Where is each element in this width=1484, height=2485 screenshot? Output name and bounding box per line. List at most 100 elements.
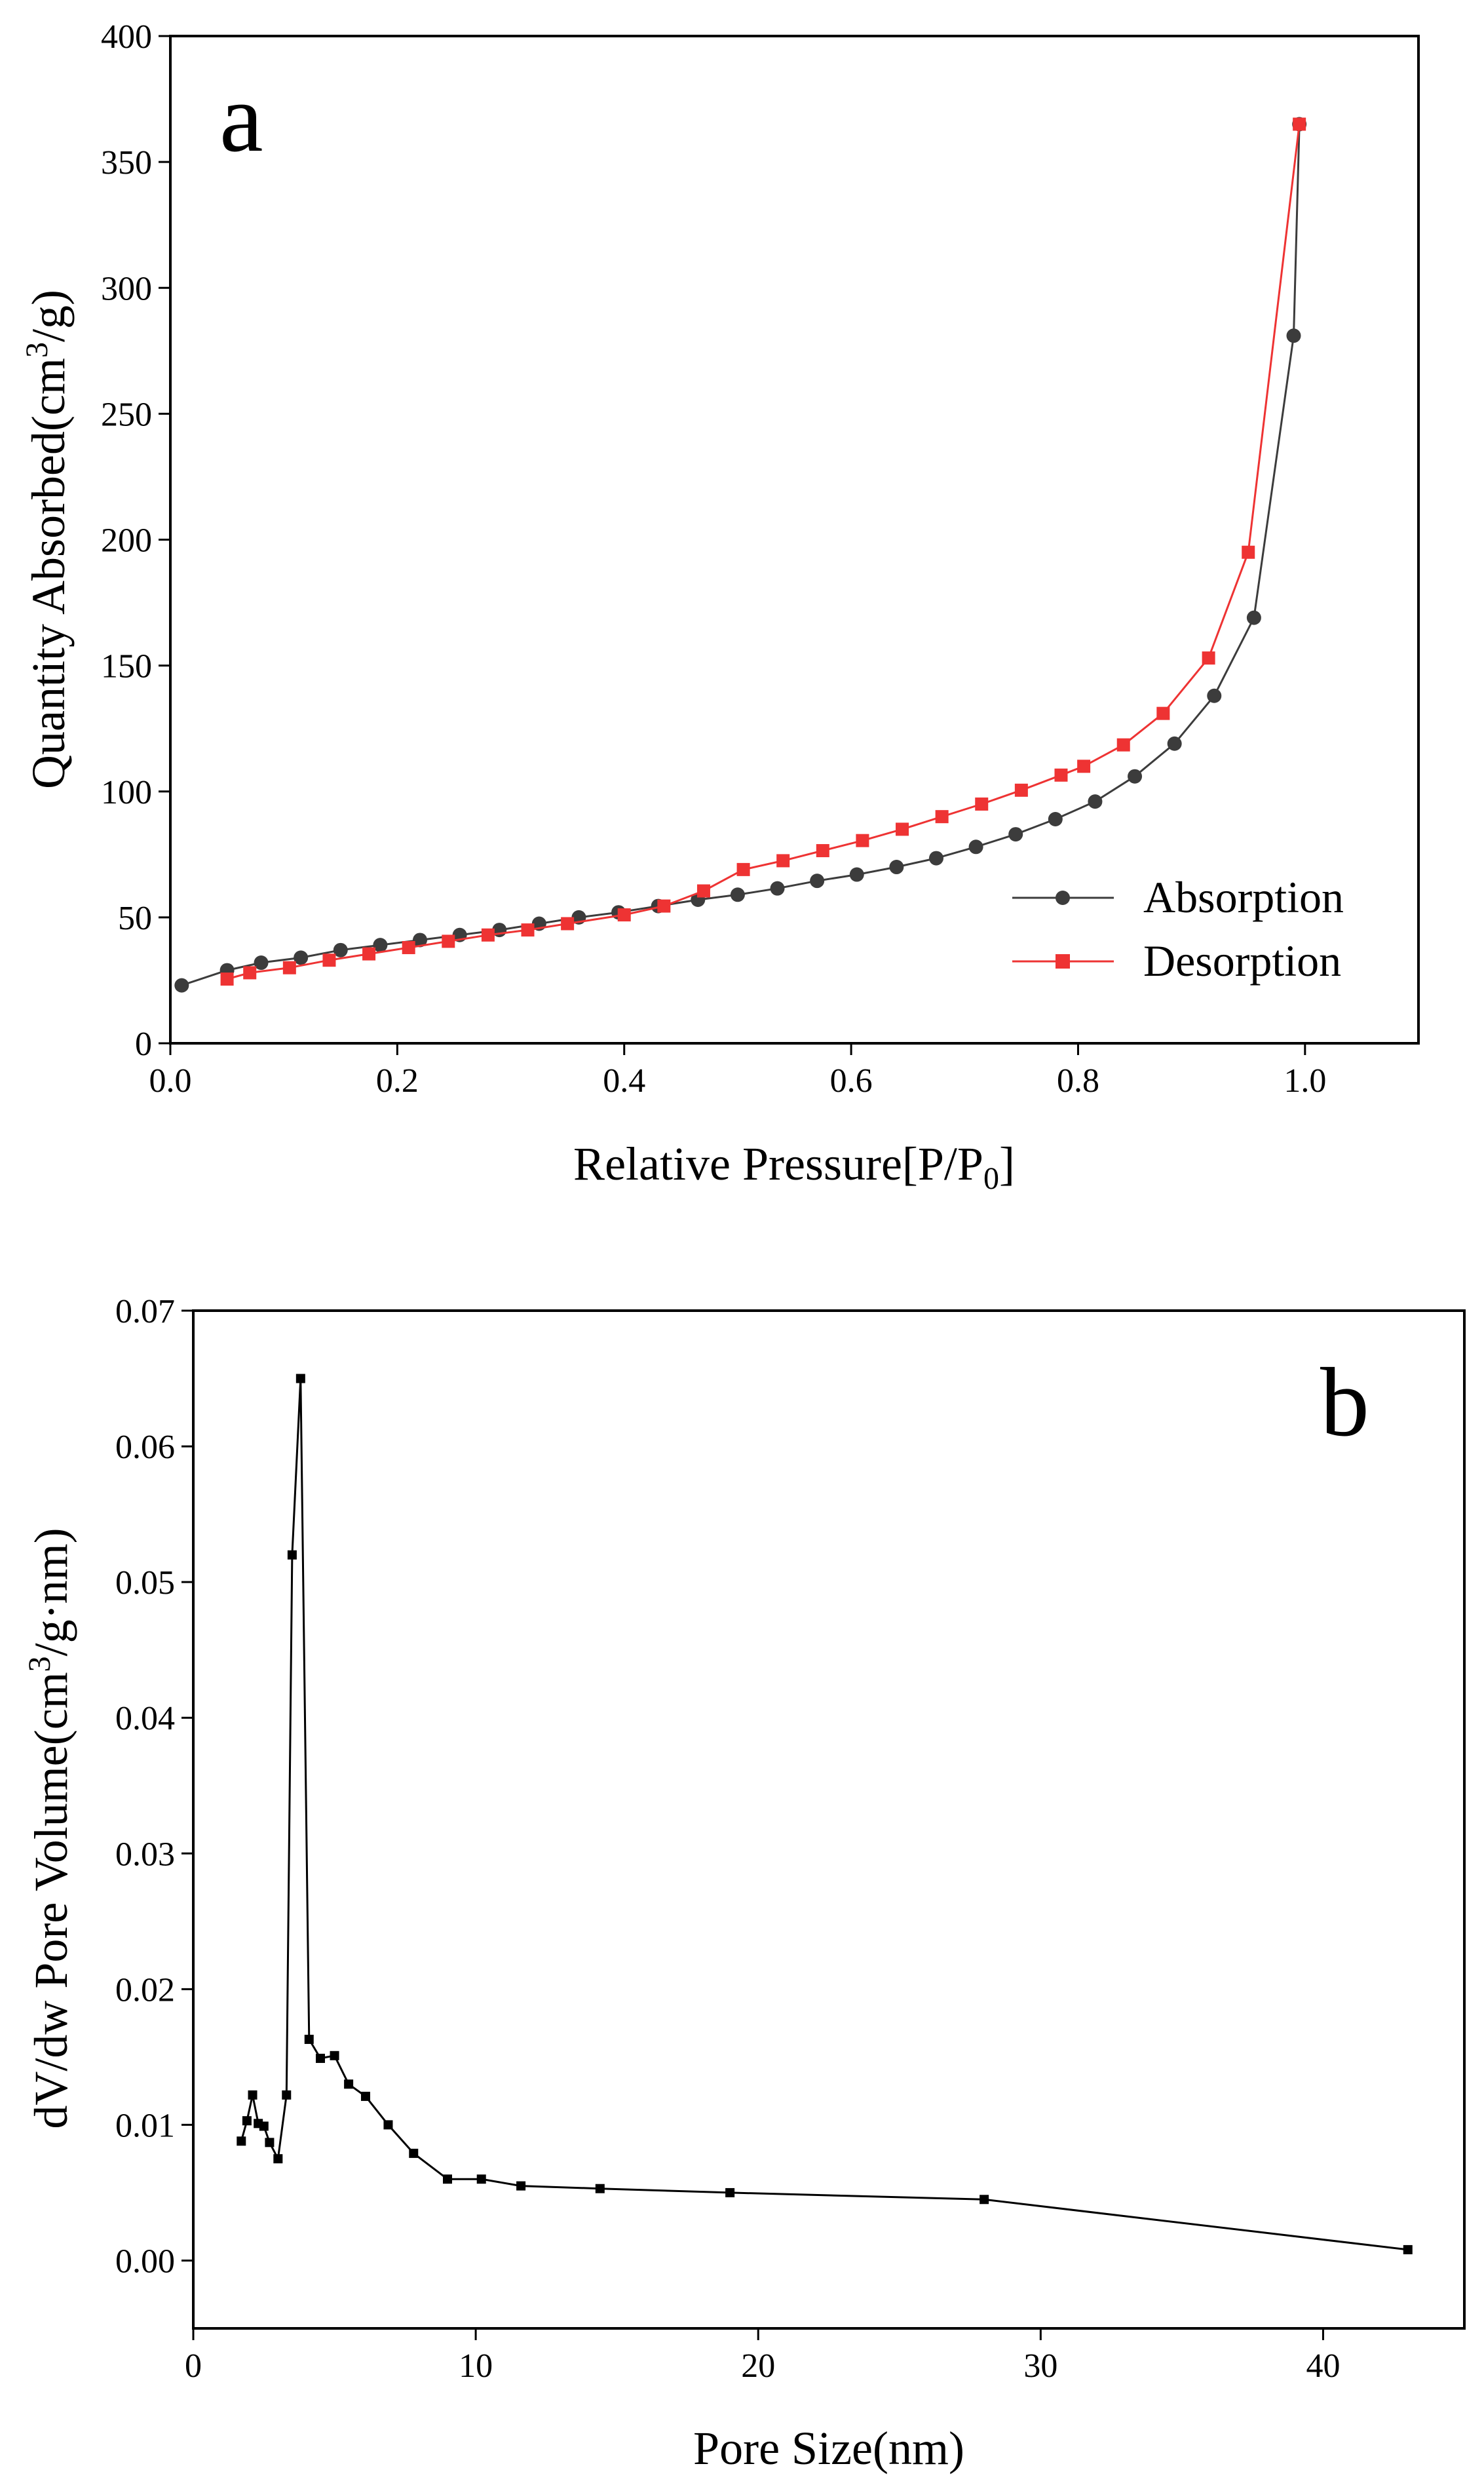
panel-a-data-point <box>294 950 309 965</box>
panel-b-xtick-label: 20 <box>741 2347 775 2385</box>
panel-a-data-point <box>928 851 943 866</box>
panel-b-data-point <box>287 1550 297 1560</box>
legend-absorption-marker <box>1056 891 1070 905</box>
panel-b-ylabel: dV/dw Pore Volume(cm3/g·nm) <box>22 1528 77 2129</box>
panel-a-ytick-label: 100 <box>101 774 152 811</box>
panel-a-data-point <box>849 867 864 882</box>
panel-a-data-point <box>896 822 909 836</box>
panel-b-series <box>237 1374 1413 2254</box>
panel-b-data-point <box>242 2116 252 2126</box>
panel-a-data-point <box>770 881 785 896</box>
panel-b-series-line-0 <box>240 1377 1408 2251</box>
panel-b-data-point <box>725 2187 735 2197</box>
panel-a-data-point <box>1088 794 1103 809</box>
panel-b-ytick-label: 0.00 <box>115 2243 175 2280</box>
panel-a-data-point <box>968 839 983 855</box>
panel-a-ytick-label: 350 <box>101 144 152 182</box>
panel-a-data-point <box>174 978 189 993</box>
panel-a-xtick-label: 0.0 <box>149 1062 192 1100</box>
panel-a-data-point <box>736 862 750 876</box>
panel-a-label: a <box>219 64 263 172</box>
panel-a-xlabel: Relative Pressure[P/P0] <box>573 1138 1015 1196</box>
panel-a-data-point <box>1116 738 1130 752</box>
panel-b-ytick-label: 0.03 <box>115 1836 175 1873</box>
panel-a-ytick-label: 200 <box>101 522 152 560</box>
panel-a-data-point <box>322 954 336 967</box>
panel-a-data-point <box>810 874 825 889</box>
panel-a-xtick-label: 1.0 <box>1284 1062 1326 1100</box>
panel-a-data-point <box>561 917 575 931</box>
panel-b-plot-frame <box>192 1309 1466 2330</box>
panel-b-data-point <box>330 2051 339 2060</box>
panel-b-ticks: 0 10 20 30 40 0.00 0.01 0.02 0.03 0.04 0.05 0.06 0.0… <box>115 1293 1340 2385</box>
panel-a-data-point <box>1246 610 1261 625</box>
panel-a-data-point <box>220 973 234 986</box>
panel-a-ytick-label: 300 <box>101 270 152 307</box>
panel-b-data-point <box>360 2091 370 2101</box>
panel-a-data-point <box>696 884 710 898</box>
panel-a-data-point <box>402 940 415 954</box>
panel-a-data-point <box>442 934 455 948</box>
panel-a-data-point <box>243 966 257 980</box>
panel-b-data-point <box>259 2121 269 2131</box>
panel-a-data-point <box>1128 769 1143 784</box>
panel-a-data-point <box>816 844 829 858</box>
panel-a-data-point <box>1008 827 1023 842</box>
panel-b-data-point <box>237 2136 246 2146</box>
panel-a-legend: Absorption Desorption <box>1012 872 1344 986</box>
panel-a-data-point <box>362 947 376 961</box>
panel-b-ytick-label: 0.06 <box>115 1429 175 1466</box>
panel-a-series-line-1 <box>227 124 1301 980</box>
panel-b-label: b <box>1320 1348 1369 1457</box>
panel-a-data-point <box>1242 545 1255 559</box>
panel-a-data-point <box>282 961 296 974</box>
panel-a-xtick-label: 0.8 <box>1057 1062 1099 1100</box>
panel-b-data-point <box>980 2195 989 2205</box>
panel-a-data-point <box>730 887 745 902</box>
panel-a-data-point <box>1014 783 1028 797</box>
panel-a-data-point <box>975 797 989 811</box>
panel-b-ytick-label: 0.02 <box>115 1971 175 2009</box>
panel-b-data-point <box>443 2174 452 2184</box>
panel-b-data-point <box>595 2184 605 2193</box>
panel-a-data-point <box>617 908 631 922</box>
panel-b-data-point <box>295 1374 305 1383</box>
panel-a-data-point <box>521 923 535 937</box>
panel-a-data-point <box>889 860 904 875</box>
panel-a-data-point <box>1202 651 1215 665</box>
panel-a-series <box>174 117 1307 993</box>
panel-b-data-point <box>409 2148 419 2158</box>
panel-b-data-point <box>316 2053 325 2063</box>
panel-a-ytick-label: 150 <box>101 648 152 685</box>
panel-a-series-line-0 <box>181 124 1301 987</box>
panel-a-chart: 0.0 0.2 0.4 0.6 0.8 1.0 0 50 100 150 200 250 300 350 4… <box>20 18 1420 1196</box>
panel-b-data-point <box>1403 2244 1413 2254</box>
panel-b-data-point <box>476 2174 486 2184</box>
panel-a-ytick-label: 50 <box>118 900 152 937</box>
panel-a-data-point <box>254 955 269 971</box>
panel-a-ylabel: Quantity Absorbed(cm3/g) <box>20 290 75 789</box>
panel-a-data-point <box>1054 768 1068 782</box>
panel-a-xtick-label: 0.6 <box>830 1062 873 1100</box>
panel-b-data-point <box>383 2120 393 2130</box>
panel-a-data-point <box>413 933 427 948</box>
panel-a-data-point <box>1207 688 1222 703</box>
panel-a-data-point <box>1286 328 1301 343</box>
panel-b-ytick-label: 0.04 <box>115 1700 175 1737</box>
panel-a-data-point <box>776 854 790 868</box>
legend-absorption-label: Absorption <box>1143 872 1344 922</box>
panel-b-data-point <box>282 2090 292 2100</box>
panel-a-ytick-label: 250 <box>101 396 152 433</box>
panel-b-xtick-label: 10 <box>459 2347 493 2385</box>
panel-b-xtick-label: 0 <box>185 2347 202 2385</box>
panel-a-data-point <box>1077 760 1091 773</box>
panel-a-data-point <box>333 942 348 957</box>
panel-b-data-point <box>273 2154 283 2164</box>
panel-b-ytick-label: 0.07 <box>115 1293 175 1330</box>
panel-a-data-point <box>481 928 495 942</box>
panel-b-chart: 0 10 20 30 40 0.00 0.01 0.02 0.03 0.04 0.05 0.06 0.0… <box>22 1293 1466 2475</box>
panel-a-data-point <box>856 834 869 847</box>
panel-b-data-point <box>248 2090 257 2100</box>
legend-desorption-marker <box>1056 954 1070 969</box>
